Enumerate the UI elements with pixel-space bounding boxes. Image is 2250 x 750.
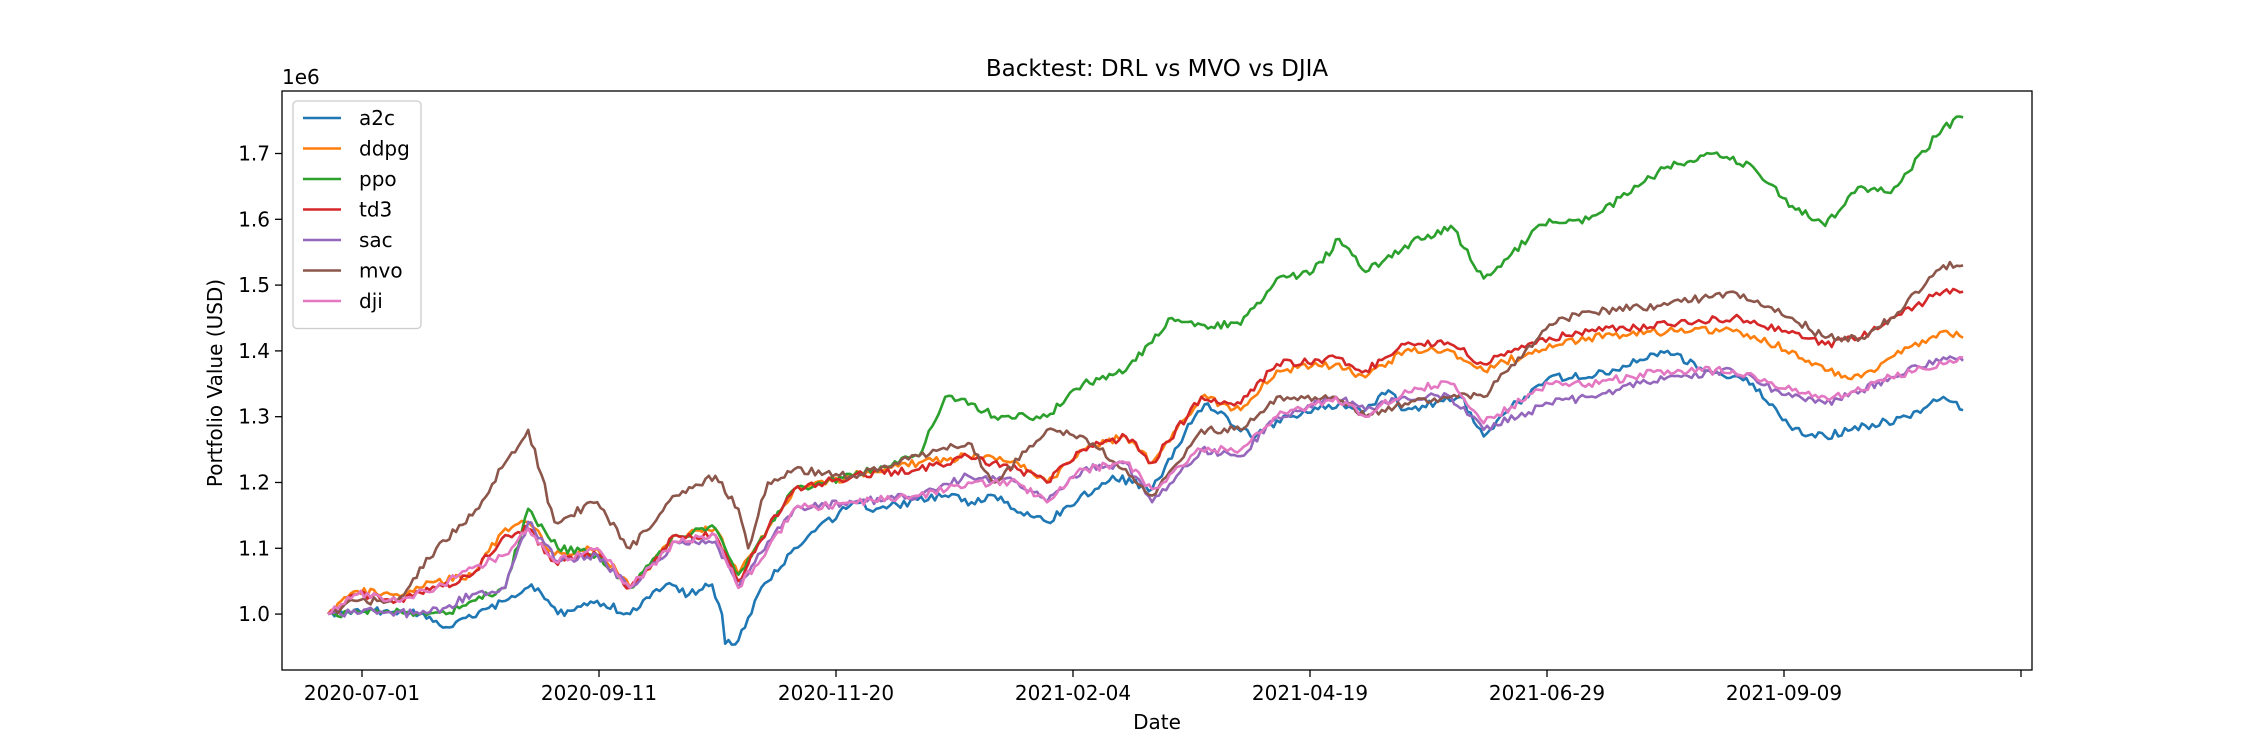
- legend: a2c ddpg ppo td3 sac mvo dji: [292, 100, 422, 330]
- y-tick-label: 1.1: [238, 536, 270, 560]
- series-line-sac: [327, 355, 1965, 619]
- x-tick-label: 2020-07-01: [304, 681, 420, 705]
- x-tick-label: 2021-02-04: [1015, 681, 1131, 705]
- x-tick-label: 2021-06-29: [1489, 681, 1605, 705]
- y-tick-label: 1.4: [238, 339, 270, 363]
- x-tick-label: 2020-11-20: [778, 681, 894, 705]
- y-tick-label: 1.0: [238, 602, 270, 626]
- y-tick-label: 1.5: [238, 273, 270, 297]
- legend-box: [292, 100, 422, 330]
- plot-frame: [281, 90, 2033, 671]
- y-tick-label: 1.3: [238, 405, 270, 429]
- legend-label-ppo: ppo: [359, 167, 397, 191]
- y-tick-label: 1.7: [238, 142, 270, 166]
- legend-label-a2c: a2c: [359, 106, 395, 130]
- x-tick-label: 2021-04-19: [1252, 681, 1368, 705]
- series-layer: [326, 115, 1965, 646]
- x-axis-label: Date: [1133, 710, 1181, 734]
- y-tick-label: 1.2: [238, 470, 270, 494]
- y-axis-label: Portfolio Value (USD): [203, 279, 227, 487]
- legend-label-dji: dji: [359, 289, 383, 313]
- x-tick-label: 2021-09-09: [1726, 681, 1842, 705]
- x-tick-label: 2020-09-11: [541, 681, 657, 705]
- y-tick-label: 1.6: [238, 207, 270, 231]
- ticks-layer: 2020-07-01 2020-09-11 2020-11-20 2021-02-04…: [238, 142, 2022, 705]
- chart-title: Backtest: DRL vs MVO vs DJIA: [986, 56, 1329, 82]
- legend-label-ddpg: ddpg: [359, 137, 410, 161]
- series-line-mvo: [327, 260, 1964, 616]
- legend-label-sac: sac: [359, 228, 393, 252]
- legend-label-td3: td3: [359, 198, 392, 222]
- y-offset-label: 1e6: [282, 65, 320, 89]
- legend-label-mvo: mvo: [359, 259, 403, 283]
- series-line-dji: [327, 355, 1964, 616]
